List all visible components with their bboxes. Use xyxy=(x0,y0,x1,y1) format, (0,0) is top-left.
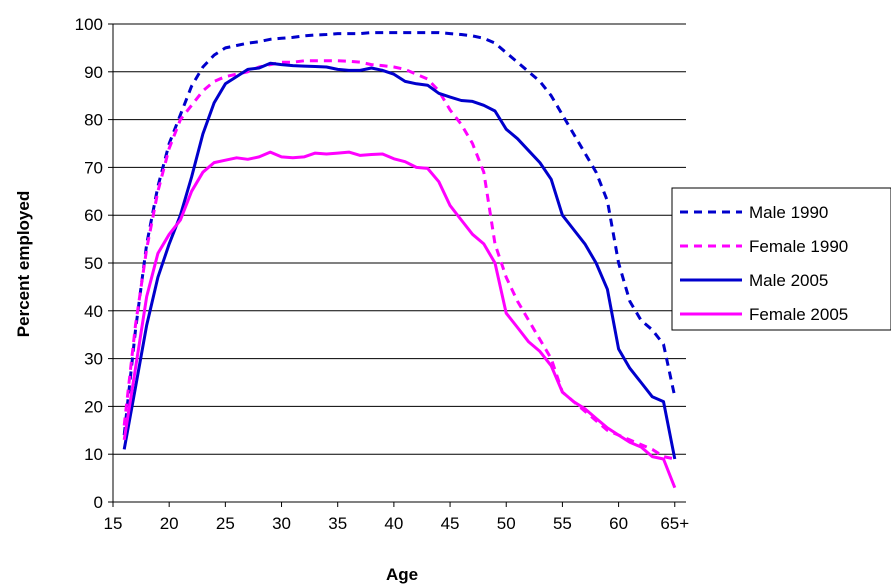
x-tick-label-30: 30 xyxy=(272,514,291,533)
y-tick-label-0: 0 xyxy=(94,493,103,512)
x-tick-label-60: 60 xyxy=(609,514,628,533)
y-tick-label-20: 20 xyxy=(84,397,103,416)
x-tick-label-40: 40 xyxy=(384,514,403,533)
x-tick-label-15: 15 xyxy=(104,514,123,533)
series-lines xyxy=(122,31,677,489)
series-line-male-2005 xyxy=(122,61,677,460)
x-tick-label-55: 55 xyxy=(553,514,572,533)
y-tick-label-40: 40 xyxy=(84,302,103,321)
y-axis-title: Percent employed xyxy=(14,191,33,337)
y-tick-label-100: 100 xyxy=(75,15,103,34)
x-tick-label-45: 45 xyxy=(441,514,460,533)
series-line-female-2005 xyxy=(122,150,677,489)
y-tick-labels: 0 10 20 30 40 50 60 70 80 90 100 xyxy=(75,15,103,512)
x-tick-label-65: 65+ xyxy=(660,514,689,533)
x-tick-label-50: 50 xyxy=(497,514,516,533)
y-tick-label-30: 30 xyxy=(84,350,103,369)
y-tick-label-50: 50 xyxy=(84,254,103,273)
x-tick-label-20: 20 xyxy=(160,514,179,533)
x-tick-label-35: 35 xyxy=(328,514,347,533)
legend-box xyxy=(671,187,891,331)
gridlines xyxy=(113,23,686,455)
y-tick-label-60: 60 xyxy=(84,206,103,225)
legend-label-male-2005: Male 2005 xyxy=(749,271,828,290)
y-tick-label-70: 70 xyxy=(84,158,103,177)
x-axis-title: Age xyxy=(386,565,418,584)
y-tick-label-90: 90 xyxy=(84,63,103,82)
series-line-female-1990 xyxy=(122,59,676,461)
y-tick-label-10: 10 xyxy=(84,445,103,464)
legend: Male 1990 Female 1990 Male 2005 Female 2005 xyxy=(671,187,891,331)
x-tick-labels: 15 20 25 30 35 40 45 50 55 60 65+ xyxy=(104,514,690,533)
axes xyxy=(108,23,686,507)
legend-label-male-1990: Male 1990 xyxy=(749,203,828,222)
y-tick-label-80: 80 xyxy=(84,111,103,130)
legend-label-female-2005: Female 2005 xyxy=(749,305,848,324)
x-tick-label-25: 25 xyxy=(216,514,235,533)
legend-label-female-1990: Female 1990 xyxy=(749,237,848,256)
series-line-male-1990 xyxy=(122,31,677,436)
